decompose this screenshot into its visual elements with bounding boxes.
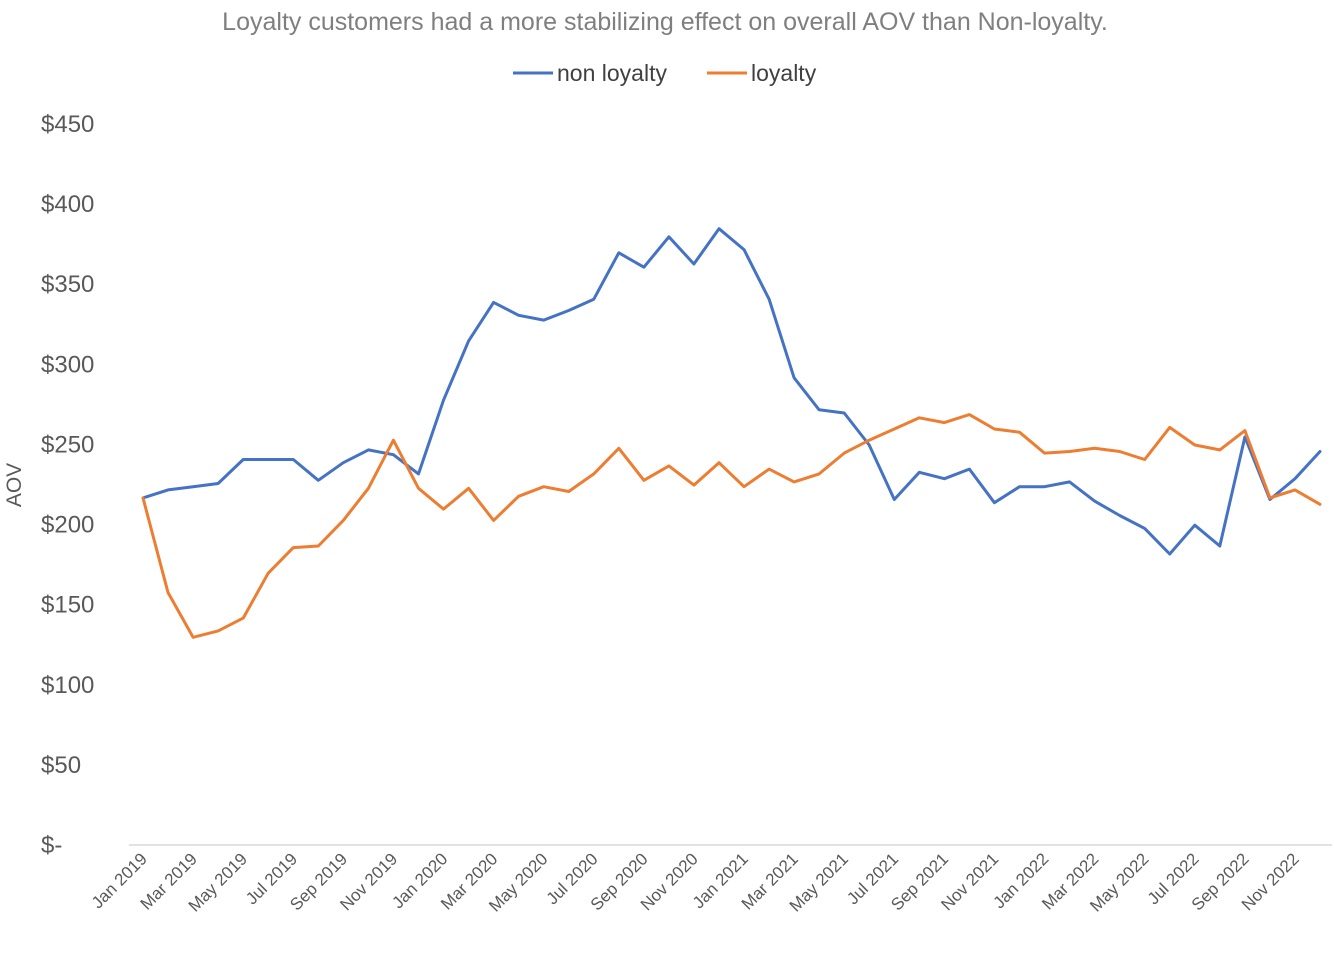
legend-label-loyalty: loyalty [751, 60, 817, 86]
y-tick-label: $450 [41, 111, 94, 138]
chart-title: Loyalty customers had a more stabilizing… [222, 8, 1108, 36]
y-tick-label: $100 [41, 672, 94, 699]
y-tick-label: $400 [41, 191, 94, 218]
y-tick-label: $250 [41, 431, 94, 458]
legend: non loyalty loyalty [513, 60, 817, 86]
y-tick-label: $50 [41, 752, 81, 779]
y-axis-ticks: $- $50 $100 $150 $200 $250 $300 $350 $400 $450 [41, 111, 94, 859]
series-line-non-loyalty [141, 227, 1322, 556]
legend-label-non-loyalty: non loyalty [557, 60, 667, 86]
y-tick-label: $- [41, 832, 62, 859]
series-line-loyalty [141, 413, 1322, 639]
series-lines [141, 227, 1322, 639]
y-tick-label: $150 [41, 592, 94, 619]
y-axis-label: AOV [3, 463, 26, 507]
y-tick-label: $200 [41, 512, 94, 539]
y-tick-label: $300 [41, 351, 94, 378]
y-tick-label: $350 [41, 271, 94, 298]
